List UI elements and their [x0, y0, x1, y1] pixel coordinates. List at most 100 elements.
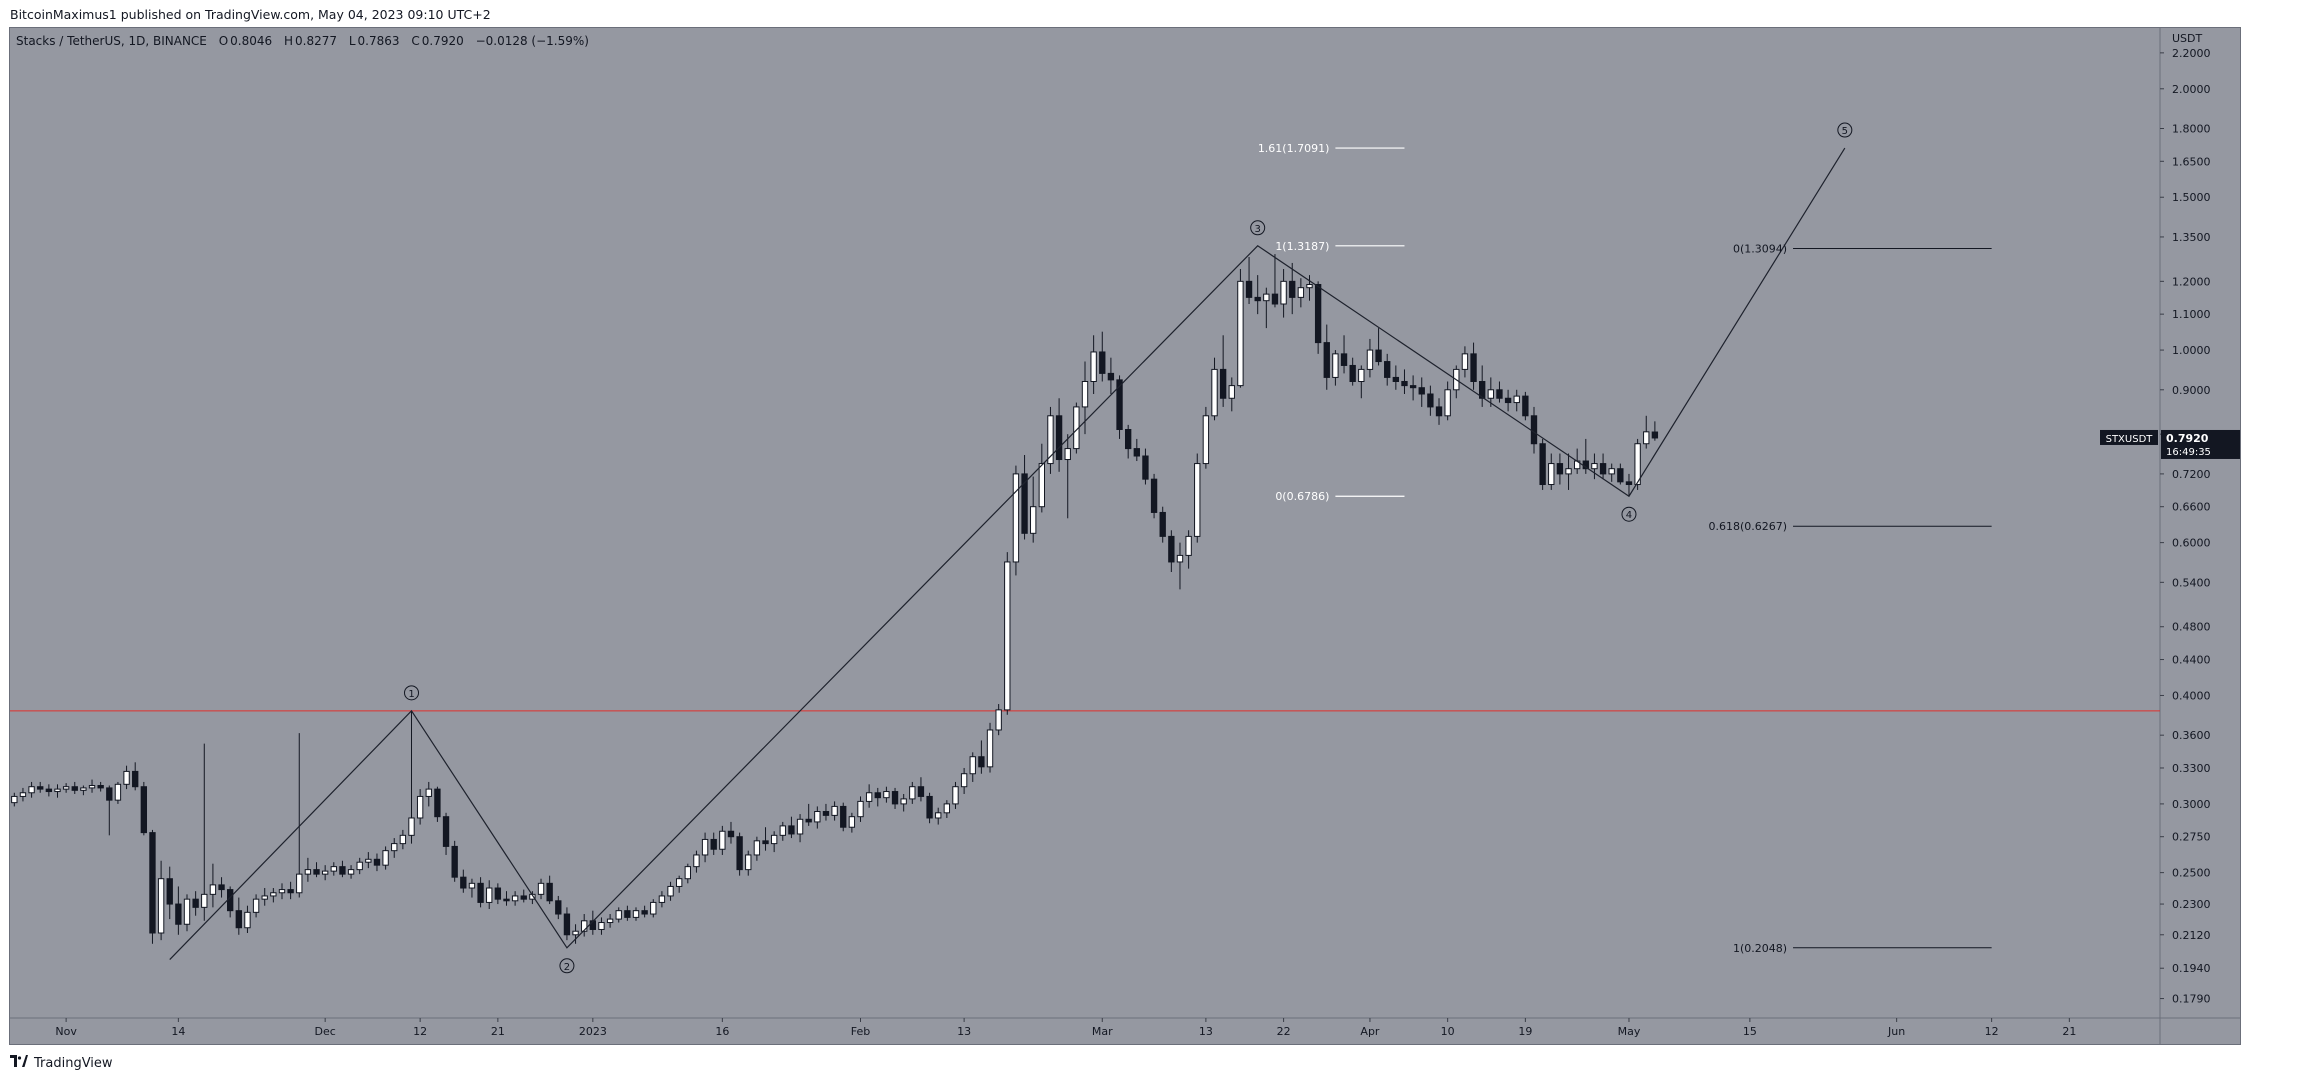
- candle-body: [19, 792, 27, 797]
- price-axis-tick-label: 0.4000: [2172, 689, 2211, 702]
- candle: [183, 894, 191, 932]
- candle-body: [1237, 280, 1244, 387]
- candle-body: [935, 812, 942, 819]
- candle-body: [106, 787, 113, 801]
- candle: [658, 891, 666, 908]
- legend-low-value: 0.7863: [357, 34, 400, 48]
- tradingview-logo-icon[interactable]: [10, 1055, 28, 1071]
- candle: [244, 905, 251, 934]
- candle: [1323, 324, 1330, 390]
- candle: [270, 888, 277, 903]
- candle-body: [1539, 443, 1546, 486]
- wave-label-circle: [559, 958, 575, 974]
- candle: [840, 802, 847, 832]
- time-axis-tick-label: Feb: [851, 1025, 870, 1038]
- candle: [546, 875, 553, 905]
- candle-body: [209, 884, 217, 895]
- price-axis-tick-label: 0.3000: [2172, 798, 2211, 811]
- candle-body: [503, 898, 510, 902]
- candle-body: [1608, 468, 1615, 475]
- candle: [1375, 328, 1382, 366]
- candle: [1565, 453, 1572, 490]
- price-chart[interactable]: USDT 2.2000 2.0000 1.8000 1.6500 1.5000 1.3500…: [10, 28, 2240, 1044]
- candle: [641, 905, 648, 918]
- candle-body: [244, 911, 251, 929]
- candle-body: [1194, 463, 1201, 537]
- publisher-caption: BitcoinMaximus1 published on TradingView…: [10, 7, 491, 22]
- candle: [1107, 357, 1115, 394]
- candle-body: [460, 876, 467, 889]
- candle-body: [1064, 448, 1071, 461]
- candle: [1591, 453, 1598, 480]
- candle-body: [563, 913, 571, 936]
- candle: [88, 779, 96, 793]
- candle-body: [1168, 535, 1175, 563]
- candle: [11, 792, 18, 807]
- candle: [822, 803, 830, 821]
- candle-body: [1047, 415, 1054, 465]
- candle: [503, 891, 510, 906]
- candle-body: [261, 895, 268, 900]
- legend-close-label: C: [411, 34, 420, 48]
- candle: [451, 840, 458, 882]
- candle-body: [1332, 353, 1339, 378]
- candle: [373, 853, 381, 872]
- footer: TradingView: [10, 1052, 113, 1074]
- price-axis-tick-label: 0.2120: [2172, 929, 2211, 942]
- legend-open-value: 0.8046: [230, 34, 273, 48]
- chart-frame[interactable]: USDT 2.2000 2.0000 1.8000 1.6500 1.5000 1.3500…: [9, 27, 2241, 1045]
- candle: [1548, 453, 1555, 490]
- candle: [261, 888, 268, 906]
- candle: [123, 765, 130, 790]
- candle-body: [1591, 463, 1598, 470]
- candle-body: [486, 887, 493, 903]
- candle: [753, 836, 761, 861]
- candle-body: [865, 792, 873, 802]
- candle-body: [1211, 368, 1218, 417]
- elliott-wave-path: [169, 147, 1846, 960]
- price-badge-value: 0.7920: [2166, 432, 2209, 445]
- candle: [1340, 335, 1348, 374]
- candle: [1392, 365, 1400, 390]
- fib-retracement-label: 1(0.2048): [1733, 942, 1787, 955]
- candle-body: [1340, 353, 1348, 366]
- candle: [157, 860, 165, 941]
- candle: [477, 877, 484, 908]
- candle: [960, 767, 968, 794]
- candle-body: [1306, 283, 1313, 289]
- candle-body: [1625, 481, 1633, 486]
- candle: [1479, 365, 1486, 407]
- candle: [356, 857, 363, 875]
- candle: [1539, 438, 1546, 490]
- candle: [1651, 421, 1659, 441]
- candle-body: [416, 795, 424, 819]
- candle-body: [537, 882, 545, 895]
- candle: [1185, 530, 1192, 569]
- wave-label-text: 2: [564, 962, 570, 973]
- candle-body: [926, 795, 933, 819]
- candle-body: [615, 910, 622, 920]
- price-axis-tick-label: 0.4800: [2172, 621, 2211, 634]
- chart-background: [10, 28, 2240, 1044]
- candle-body: [650, 901, 657, 915]
- candle: [1556, 453, 1564, 485]
- candle-body: [468, 882, 476, 889]
- candle: [598, 917, 605, 935]
- candle: [132, 762, 139, 791]
- candle: [1021, 455, 1028, 540]
- candle-body: [788, 825, 795, 835]
- candle-body: [451, 845, 458, 878]
- legend-low-label: L: [348, 34, 356, 48]
- candle: [45, 784, 53, 797]
- price-axis-tick-label: 0.9000: [2172, 384, 2211, 397]
- time-axis-tick-label: Nov: [55, 1025, 77, 1038]
- candle: [1271, 254, 1279, 308]
- candle: [1254, 275, 1261, 315]
- candle: [1228, 377, 1235, 412]
- candle-body: [1513, 395, 1520, 404]
- time-axis-tick-label: 19: [1518, 1025, 1532, 1038]
- time-axis-tick-label: May: [1618, 1025, 1641, 1038]
- candle: [1099, 331, 1106, 382]
- candle-body: [114, 783, 122, 801]
- price-axis-tick-label: 0.6600: [2172, 501, 2211, 514]
